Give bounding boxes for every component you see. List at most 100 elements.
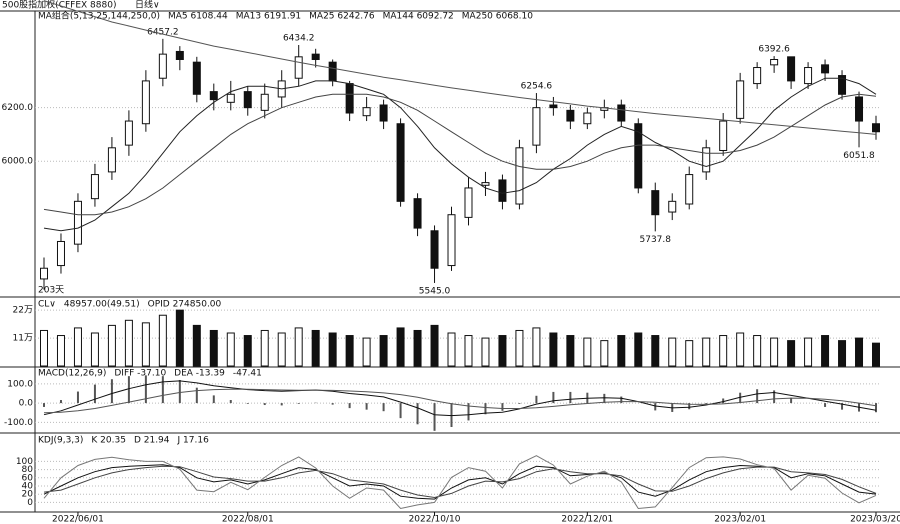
volume-bar [362,337,371,367]
candle-body [651,190,660,216]
y-tick-label: 11万 [13,334,33,344]
volume-bar [719,335,728,367]
legend-entry: -47.41 [233,369,262,379]
header-period[interactable]: 日线∨ [135,0,160,11]
candle-body [73,200,82,245]
candle-body [872,123,880,133]
candle-body [260,93,269,111]
candle-body [838,75,847,95]
volume-bar [770,337,779,367]
candle-body [549,104,558,109]
high-label: 6434.2 [283,33,315,43]
candle-body [464,187,473,218]
legend-entry: DEA -13.39 [174,369,225,379]
candle-body [141,80,150,125]
legend-entry: D 21.94 [134,436,170,446]
candle-body [209,91,218,101]
legend-entry: MA13 6191.91 [236,12,301,22]
volume-bar [821,335,830,367]
legend-entry: MA25 6242.76 [309,12,375,22]
low-label: 6051.8 [843,151,875,161]
volume-bar [413,329,422,367]
candle-body [328,61,337,82]
candle-body [311,53,320,60]
volume-bar [753,335,762,367]
candle-body [566,109,575,122]
y-tick-label: 22万 [13,306,33,316]
volume-bar [838,340,847,367]
candle-body [447,214,456,267]
volume-bar [175,309,184,367]
candle-body [719,120,728,151]
candle-body [90,174,99,200]
candle-body [294,56,303,79]
volume-bar [124,319,133,367]
indicator-line [43,380,877,417]
volume-bar [566,335,575,367]
indicator-name: KDJ(9,3,3) [38,436,83,446]
candle-body [753,67,762,85]
volume-bar [158,314,167,367]
candle-body [685,174,694,205]
candle-body [668,200,677,213]
candle-body [107,147,116,173]
volume-bar [702,337,711,367]
volume-bar [430,324,439,367]
high-label: 6457.2 [147,27,179,37]
volume-bar [787,340,796,367]
high-label: 6392.6 [758,45,790,55]
y-tick-label: 20 [22,490,34,500]
candle-body [362,107,371,117]
y-tick-label: 100.0 [7,379,33,389]
indicator-line [43,93,877,216]
legend-entry: J 17.16 [177,436,210,446]
y-tick-label: 6000.0 [2,157,34,167]
volume-bar [40,329,48,367]
candle-body [226,93,235,103]
volume-bar [226,332,235,367]
y-tick-label: -100.0 [4,418,33,428]
volume-bar [498,335,507,367]
candle-body [617,104,626,122]
candle-body [243,91,252,109]
volume-bar [447,332,456,367]
y-tick-label: 0.0 [19,399,34,409]
candle-body [736,80,745,119]
volume-bar [736,332,745,367]
volume-bar [481,337,490,367]
indicator-line [43,77,877,232]
volume-bar [872,342,880,367]
volume-bar [277,332,286,367]
candle-body [821,64,830,74]
legend-entry: DIFF -37.10 [114,369,166,379]
x-tick-label: 2022/08/01 [222,515,274,524]
volume-bar [617,335,626,367]
volume-bar [311,329,320,367]
volume-bar [56,335,65,367]
volume-bar [107,324,116,367]
candle-body [175,50,184,60]
volume-bar [328,332,337,367]
indicator-name: MACD(12,26,9) [38,369,106,379]
candle-body [481,182,490,186]
x-tick-label: 2022/06/01 [52,515,104,524]
candle-body [345,83,354,114]
volume-bar [260,329,269,367]
candle-body [770,58,779,66]
candle-body [634,123,643,189]
volume-bar [464,335,473,367]
volume-bar [532,327,541,367]
y-tick-label: 6200.0 [2,103,34,113]
candle-body [804,67,813,85]
candle-body [532,107,541,146]
x-tick-label: 2022/12/01 [561,515,613,524]
volume-bar [804,337,813,367]
candle-body [855,96,864,122]
candle-body [515,147,524,205]
high-label: 6254.6 [521,82,553,92]
y-tick-label: 0 [27,498,33,508]
low-label: 5545.0 [419,286,451,296]
volume-bar [209,329,218,367]
